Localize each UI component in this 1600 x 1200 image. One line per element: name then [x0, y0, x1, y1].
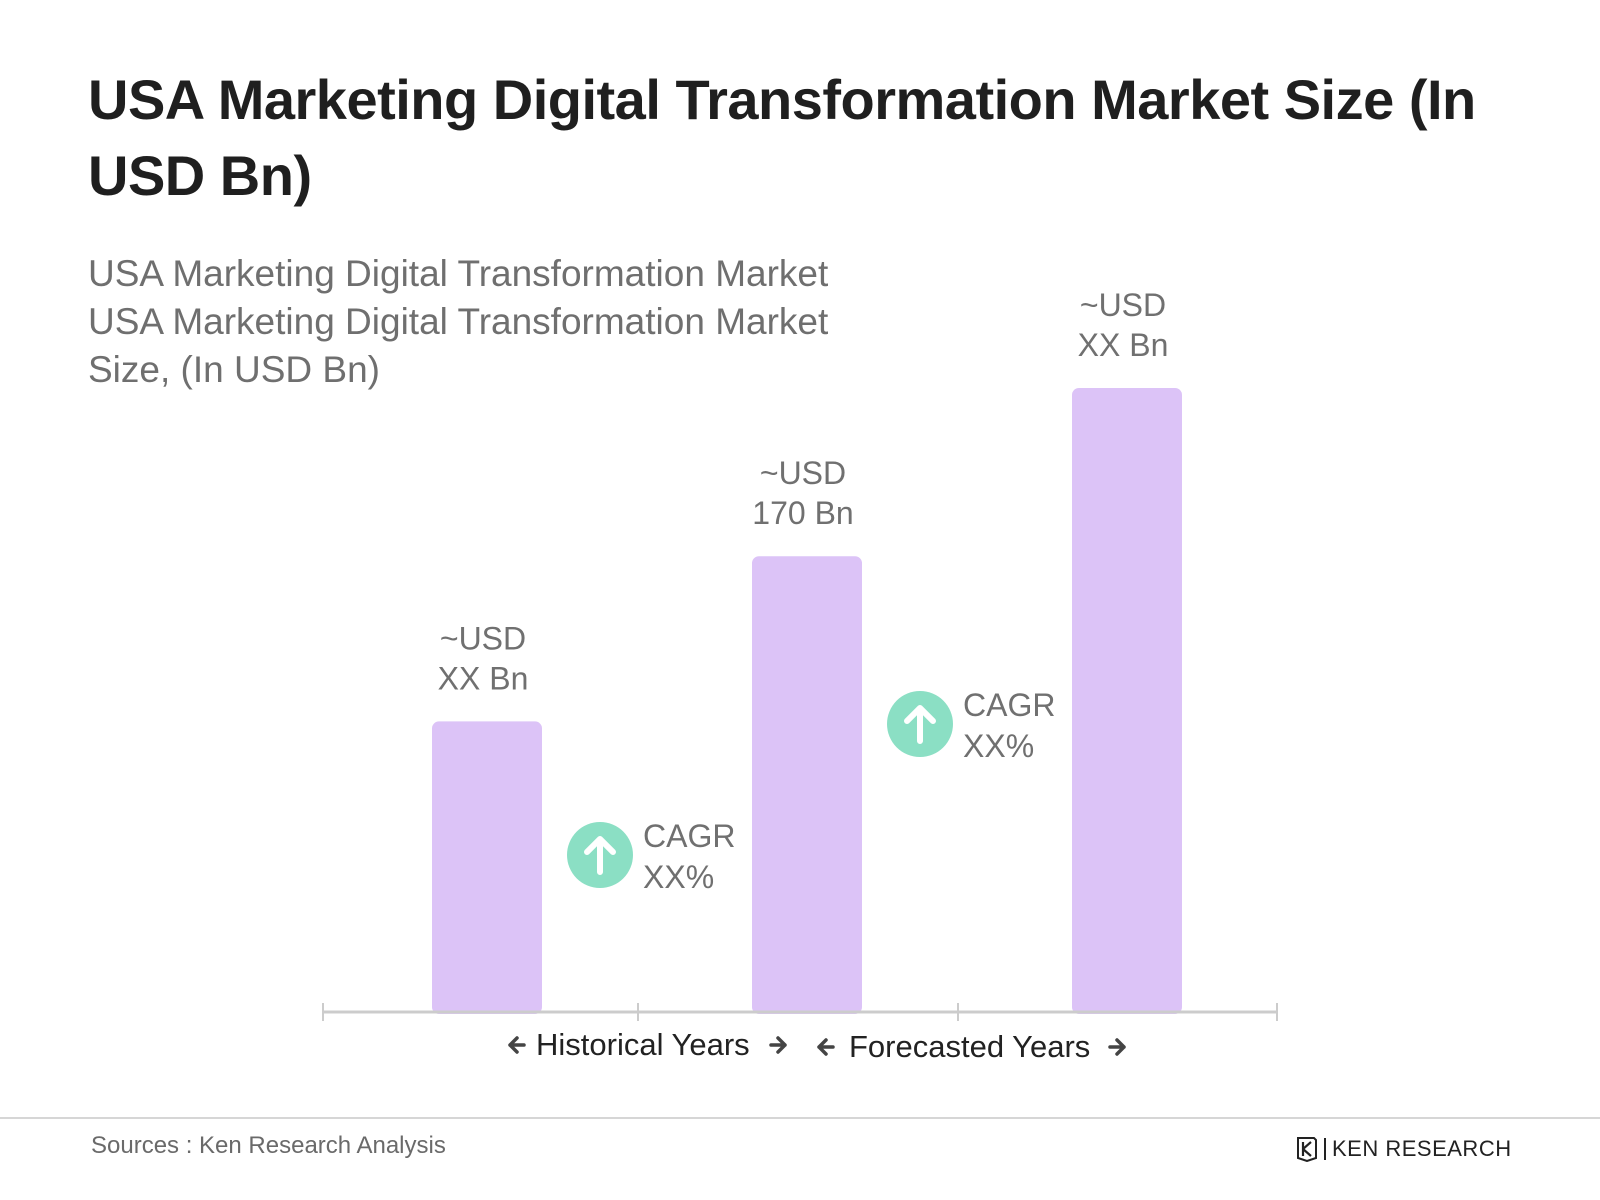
bar-label-2-line-1: ~USD	[760, 455, 846, 491]
cagr-label-1-line-2: XX%	[643, 859, 714, 895]
cagr-label-1-line-1: CAGR	[643, 818, 735, 854]
bar-label-1-line-2: XX Bn	[438, 660, 529, 696]
arrow-right-icon	[1108, 1038, 1126, 1056]
period-label-forecasted: Forecasted Years	[849, 1029, 1090, 1064]
ken-research-logo-icon	[1297, 1137, 1317, 1162]
brand-separator	[1324, 1138, 1326, 1160]
chart-subtitle: USA Marketing Digital Transformation Mar…	[88, 250, 908, 394]
arrow-left-icon	[817, 1038, 835, 1056]
period-label-historical: Historical Years	[536, 1027, 750, 1062]
chart-title: USA Marketing Digital Transformation Mar…	[88, 68, 1476, 207]
cagr-label-2-line-2: XX%	[963, 728, 1034, 764]
bar-1	[432, 721, 542, 1014]
bar-label-2-line-2: 170 Bn	[752, 495, 853, 531]
arrow-up-icon	[584, 836, 616, 875]
bar-label-3-line-2: XX Bn	[1078, 327, 1169, 363]
arrow-up-icon	[904, 705, 936, 744]
bar-label-3-line-1: ~USD	[1080, 287, 1166, 323]
brand-name: KEN RESEARCH	[1332, 1136, 1512, 1161]
bar-chart: ~USD XX Bn ~USD 170 Bn ~USD XX Bn CAGR XX% CAGR X…	[322, 287, 1278, 1064]
arrow-right-icon	[769, 1036, 787, 1054]
source-note: Sources : Ken Research Analysis	[91, 1132, 446, 1159]
subtitle-line-2: USA Marketing Digital Transformation Mar…	[88, 301, 829, 342]
cagr-label-2-line-1: CAGR	[963, 687, 1055, 723]
arrow-left-icon	[508, 1036, 526, 1054]
brand-logo: KEN RESEARCH	[1296, 1136, 1512, 1162]
footer-divider	[0, 1117, 1600, 1119]
subtitle-line-1: USA Marketing Digital Transformation Mar…	[88, 253, 829, 294]
bar-label-1-line-1: ~USD	[440, 620, 526, 656]
bar-2	[752, 556, 862, 1014]
subtitle-line-3: Size, (In USD Bn)	[88, 349, 380, 390]
bar-3	[1072, 388, 1182, 1014]
